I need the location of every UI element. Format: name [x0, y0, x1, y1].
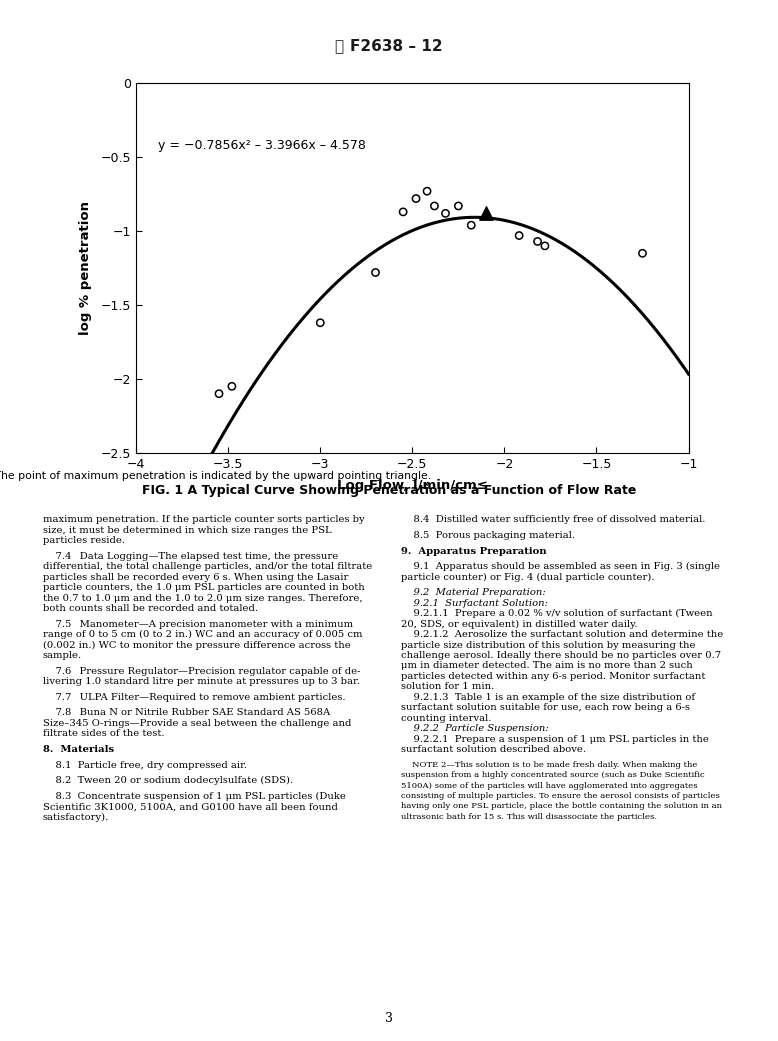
Text: FIG. 1 A Typical Curve Showing Penetration as a Function of Flow Rate: FIG. 1 A Typical Curve Showing Penetrati… — [142, 484, 636, 497]
Text: challenge aerosol. Ideally there should be no particles over 0.7: challenge aerosol. Ideally there should … — [401, 651, 720, 660]
Text: particles shall be recorded every 6 s. When using the Lasair: particles shall be recorded every 6 s. W… — [43, 573, 349, 582]
Point — [531, 233, 544, 250]
Text: satisfactory).: satisfactory). — [43, 813, 109, 822]
Point — [410, 191, 422, 207]
Point — [480, 204, 492, 221]
Text: surfactant solution suitable for use, each row being a 6-s: surfactant solution suitable for use, ea… — [401, 704, 689, 712]
Text: particle size distribution of this solution by measuring the: particle size distribution of this solut… — [401, 640, 696, 650]
Text: 9.2  Material Preparation:: 9.2 Material Preparation: — [401, 588, 545, 598]
Text: counting interval.: counting interval. — [401, 714, 491, 722]
Text: 20, SDS, or equivalent) in distilled water daily.: 20, SDS, or equivalent) in distilled wat… — [401, 619, 637, 629]
Text: 9.2.2  Particle Suspension:: 9.2.2 Particle Suspension: — [401, 725, 548, 733]
Text: Size–345 O-rings—Provide a seal between the challenge and: Size–345 O-rings—Provide a seal between … — [43, 719, 351, 728]
Point — [452, 198, 464, 214]
Text: 5100A) some of the particles will have agglomerated into aggregates: 5100A) some of the particles will have a… — [401, 782, 697, 789]
Text: differential, the total challenge particles, and/or the total filtrate: differential, the total challenge partic… — [43, 562, 372, 572]
Text: the 0.7 to 1.0 μm and the 1.0 to 2.0 μm size ranges. Therefore,: the 0.7 to 1.0 μm and the 1.0 to 2.0 μm … — [43, 593, 363, 603]
Text: 8.3  Concentrate suspension of 1 μm PSL particles (Duke: 8.3 Concentrate suspension of 1 μm PSL p… — [43, 792, 345, 802]
Text: Ⓐ: Ⓐ — [334, 40, 343, 54]
Text: F2638 – 12: F2638 – 12 — [350, 40, 443, 54]
Text: 8.2  Tween 20 or sodium dodecylsulfate (SDS).: 8.2 Tween 20 or sodium dodecylsulfate (S… — [43, 777, 293, 785]
Point — [397, 204, 409, 221]
Text: 7.8   Buna N or Nitrile Rubber SAE Standard AS 568A: 7.8 Buna N or Nitrile Rubber SAE Standar… — [43, 709, 330, 717]
Point — [370, 264, 382, 281]
Text: 9.2.1.3  Table 1 is an example of the size distribution of: 9.2.1.3 Table 1 is an example of the siz… — [401, 692, 695, 702]
Text: 9.2.1  Surfactant Solution:: 9.2.1 Surfactant Solution: — [401, 599, 548, 608]
Point — [428, 198, 440, 214]
Text: particle counters, the 1.0 μm PSL particles are counted in both: particle counters, the 1.0 μm PSL partic… — [43, 583, 365, 592]
Text: both counts shall be recorded and totaled.: both counts shall be recorded and totale… — [43, 604, 258, 613]
Text: 9.1  Apparatus should be assembled as seen in Fig. 3 (single: 9.1 Apparatus should be assembled as see… — [401, 562, 720, 572]
Text: filtrate sides of the test.: filtrate sides of the test. — [43, 730, 164, 738]
Text: maximum penetration. If the particle counter sorts particles by: maximum penetration. If the particle cou… — [43, 515, 364, 525]
Text: having only one PSL particle, place the bottle containing the solution in an: having only one PSL particle, place the … — [401, 803, 722, 810]
Text: 9.  Apparatus Preparation: 9. Apparatus Preparation — [401, 547, 546, 556]
Text: (0.002 in.) WC to monitor the pressure difference across the: (0.002 in.) WC to monitor the pressure d… — [43, 640, 351, 650]
Text: size, it must be determined in which size ranges the PSL: size, it must be determined in which siz… — [43, 526, 331, 535]
Text: particle counter) or Fig. 4 (dual particle counter).: particle counter) or Fig. 4 (dual partic… — [401, 573, 654, 582]
Text: μm in diameter detected. The aim is no more than 2 such: μm in diameter detected. The aim is no m… — [401, 661, 692, 670]
Text: consisting of multiple particles. To ensure the aerosol consists of particles: consisting of multiple particles. To ens… — [401, 792, 720, 799]
Point — [421, 183, 433, 200]
Text: ultrasonic bath for 15 s. This will disassociate the particles.: ultrasonic bath for 15 s. This will disa… — [401, 813, 657, 821]
Point — [226, 378, 238, 395]
Point — [314, 314, 327, 331]
Text: particles detected within any 6-s period. Monitor surfactant: particles detected within any 6-s period… — [401, 671, 705, 681]
Point — [513, 227, 525, 244]
Text: 8.4  Distilled water sufficiently free of dissolved material.: 8.4 Distilled water sufficiently free of… — [401, 515, 705, 525]
Y-axis label: log % penetration: log % penetration — [79, 201, 93, 335]
Text: 7.6   Pressure Regulator—Precision regulator capable of de-: 7.6 Pressure Regulator—Precision regulat… — [43, 666, 360, 676]
Text: Scientific 3K1000, 5100A, and G0100 have all been found: Scientific 3K1000, 5100A, and G0100 have… — [43, 803, 338, 811]
Text: 7.5   Manometer—A precision manometer with a minimum: 7.5 Manometer—A precision manometer with… — [43, 619, 353, 629]
Text: sample.: sample. — [43, 651, 82, 660]
Text: 7.4   Data Logging—The elapsed test time, the pressure: 7.4 Data Logging—The elapsed test time, … — [43, 552, 338, 561]
Text: surfactant solution described above.: surfactant solution described above. — [401, 745, 586, 754]
Text: solution for 1 min.: solution for 1 min. — [401, 682, 494, 691]
Point — [465, 217, 478, 233]
Text: 8.  Materials: 8. Materials — [43, 745, 114, 754]
Text: y = −0.7856x² – 3.3966x – 4.578: y = −0.7856x² – 3.3966x – 4.578 — [158, 138, 366, 152]
Text: 9.2.1.2  Aerosolize the surfactant solution and determine the: 9.2.1.2 Aerosolize the surfactant soluti… — [401, 630, 723, 639]
Text: suspension from a highly concentrated source (such as Duke Scientific: suspension from a highly concentrated so… — [401, 771, 704, 779]
Text: NOTE 1—The point of maximum penetration is indicated by the upward pointing tria: NOTE 1—The point of maximum penetration … — [0, 471, 431, 481]
Text: livering 1.0 standard litre per minute at pressures up to 3 bar.: livering 1.0 standard litre per minute a… — [43, 677, 359, 686]
X-axis label: Log Flow, l/min/cm≤: Log Flow, l/min/cm≤ — [337, 479, 488, 492]
Point — [440, 205, 452, 222]
Text: 7.7   ULPA Filter—Required to remove ambient particles.: 7.7 ULPA Filter—Required to remove ambie… — [43, 692, 345, 702]
Text: particles reside.: particles reside. — [43, 536, 124, 545]
Text: 8.5  Porous packaging material.: 8.5 Porous packaging material. — [401, 531, 575, 540]
Text: 9.2.2.1  Prepare a suspension of 1 μm PSL particles in the: 9.2.2.1 Prepare a suspension of 1 μm PSL… — [401, 735, 709, 743]
Text: range of 0 to 5 cm (0 to 2 in.) WC and an accuracy of 0.005 cm: range of 0 to 5 cm (0 to 2 in.) WC and a… — [43, 630, 363, 639]
Point — [538, 237, 551, 254]
Text: 8.1  Particle free, dry compressed air.: 8.1 Particle free, dry compressed air. — [43, 761, 247, 769]
Point — [636, 245, 649, 261]
Text: 9.2.1.1  Prepare a 0.02 % v/v solution of surfactant (Tween: 9.2.1.1 Prepare a 0.02 % v/v solution of… — [401, 609, 713, 618]
Text: NOTE 2—This solution is to be made fresh daily. When making the: NOTE 2—This solution is to be made fresh… — [401, 761, 697, 768]
Point — [213, 385, 226, 402]
Text: 3: 3 — [385, 1012, 393, 1024]
